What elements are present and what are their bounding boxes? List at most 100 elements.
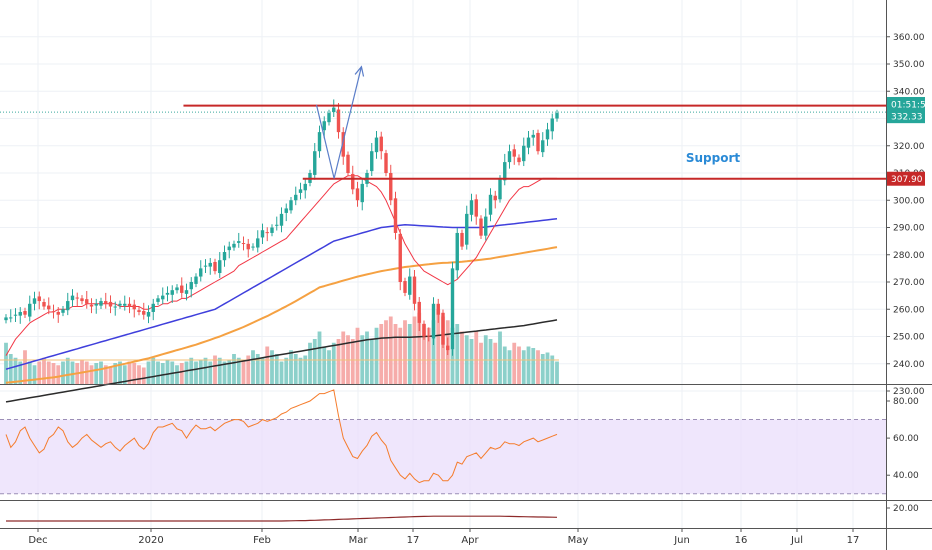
candle-body bbox=[237, 241, 241, 243]
time-tick-label: Jun bbox=[673, 535, 690, 546]
volume-bar bbox=[521, 350, 526, 384]
volume-bar bbox=[526, 346, 531, 384]
candle-body bbox=[522, 145, 526, 162]
candle-body bbox=[450, 268, 455, 350]
volume-bar bbox=[436, 309, 441, 384]
volume-bar bbox=[156, 361, 160, 384]
candle-body bbox=[517, 157, 521, 163]
candle-body bbox=[227, 246, 231, 251]
candle-body bbox=[270, 227, 274, 233]
volume-bar bbox=[312, 339, 317, 384]
volume-bar bbox=[431, 320, 436, 384]
candle-body bbox=[412, 276, 417, 304]
candle-body bbox=[374, 137, 379, 153]
candle-body bbox=[28, 303, 32, 317]
volume-bar bbox=[84, 361, 89, 384]
volume-bar bbox=[175, 365, 179, 384]
volume-bar bbox=[388, 316, 393, 384]
candle-body bbox=[4, 317, 8, 321]
candle-body bbox=[446, 345, 450, 351]
volume-bar bbox=[403, 320, 407, 384]
volume-bar bbox=[203, 357, 208, 384]
volume-bar bbox=[241, 361, 246, 384]
candle-body bbox=[47, 305, 51, 310]
candle-body bbox=[108, 301, 113, 307]
volume-bar bbox=[27, 361, 32, 384]
candle-body bbox=[484, 216, 488, 236]
volume-bar bbox=[42, 357, 46, 384]
volume-bar bbox=[151, 357, 156, 384]
candle-body bbox=[488, 194, 493, 215]
volume-bar bbox=[398, 327, 403, 384]
candle-body bbox=[32, 298, 37, 304]
volume-bar bbox=[341, 331, 346, 384]
candle-body bbox=[180, 285, 184, 293]
volume-bar bbox=[122, 365, 127, 384]
candle-body bbox=[460, 232, 464, 247]
candle-body bbox=[265, 232, 269, 234]
candle-body bbox=[531, 134, 535, 138]
volume-bar bbox=[113, 363, 118, 384]
candle-body bbox=[260, 230, 265, 238]
volume-bar bbox=[493, 342, 498, 384]
volume-bar bbox=[426, 327, 431, 384]
time-tick-label: 17 bbox=[407, 535, 420, 546]
volume-bar bbox=[184, 361, 189, 384]
volume-bar bbox=[336, 339, 341, 384]
rsi-band bbox=[0, 419, 886, 495]
time-tick-label: Jul bbox=[790, 535, 803, 546]
volume-bar bbox=[189, 357, 194, 384]
candle-body bbox=[142, 311, 146, 315]
volume-bar bbox=[94, 363, 99, 384]
price-tick-label: 240.00 bbox=[893, 360, 925, 370]
volume-bar bbox=[379, 324, 384, 384]
price-tick-label: 80.00 bbox=[893, 397, 919, 407]
time-tick-label: 17 bbox=[847, 535, 860, 546]
volume-bar bbox=[498, 331, 502, 384]
projection-line bbox=[315, 66, 362, 179]
price-levels[interactable] bbox=[0, 104, 886, 180]
time-axis[interactable]: Dec 2020 Feb Mar 17 Apr May Jun 16 Jul 17 bbox=[28, 528, 859, 546]
candle-body bbox=[213, 261, 217, 272]
volume-bar bbox=[374, 327, 379, 384]
last-price-tag: 332.33 bbox=[891, 113, 923, 123]
volume-bar bbox=[56, 365, 61, 384]
candle-body bbox=[199, 268, 203, 277]
price-tick-label: 300.00 bbox=[893, 196, 925, 206]
candle-body bbox=[170, 290, 174, 295]
volume-bar bbox=[4, 342, 8, 384]
price-tick-label: 320.00 bbox=[893, 142, 925, 152]
volume-bar bbox=[132, 363, 137, 384]
candle-body bbox=[498, 178, 502, 200]
ma200-line bbox=[5, 319, 558, 403]
candle-body bbox=[256, 238, 260, 248]
volume-bar bbox=[208, 361, 213, 384]
volume-bar bbox=[502, 346, 507, 384]
volume-bar bbox=[8, 354, 13, 384]
volume-bar bbox=[531, 348, 536, 384]
candle-body bbox=[175, 287, 179, 291]
candle-body bbox=[9, 317, 13, 319]
candle-body bbox=[336, 109, 341, 133]
candle-body bbox=[165, 292, 170, 295]
projection-path[interactable] bbox=[315, 65, 365, 179]
volume-bar bbox=[422, 324, 426, 384]
candle-body bbox=[37, 296, 41, 302]
rsi-line bbox=[5, 389, 558, 484]
candle-body bbox=[346, 154, 350, 173]
price-tick-label: 60.00 bbox=[893, 434, 919, 444]
candle-body bbox=[218, 260, 222, 274]
candle-body bbox=[441, 312, 445, 345]
volume-bar bbox=[441, 316, 445, 384]
candle-body bbox=[232, 243, 236, 248]
candle-body bbox=[455, 232, 459, 271]
candle-body bbox=[118, 303, 122, 306]
candle-body bbox=[555, 113, 559, 119]
volume-bar bbox=[213, 355, 217, 384]
volume-bar bbox=[251, 350, 255, 384]
volume-bar bbox=[65, 357, 70, 384]
volume-bar bbox=[246, 355, 251, 384]
candle-body bbox=[189, 282, 193, 290]
countdown-tag-bg bbox=[887, 97, 925, 111]
